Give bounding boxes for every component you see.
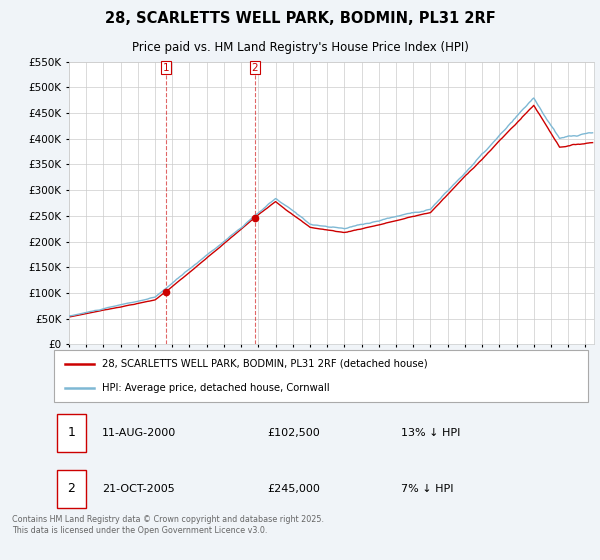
Text: £102,500: £102,500 <box>268 428 320 437</box>
Text: 1: 1 <box>67 426 75 439</box>
Text: 11-AUG-2000: 11-AUG-2000 <box>102 428 176 437</box>
FancyBboxPatch shape <box>56 470 86 507</box>
FancyBboxPatch shape <box>56 414 86 451</box>
Text: 7% ↓ HPI: 7% ↓ HPI <box>401 484 454 493</box>
Text: 13% ↓ HPI: 13% ↓ HPI <box>401 428 460 437</box>
Text: HPI: Average price, detached house, Cornwall: HPI: Average price, detached house, Corn… <box>102 382 329 393</box>
Text: 21-OCT-2005: 21-OCT-2005 <box>102 484 175 493</box>
Text: 2: 2 <box>67 482 75 495</box>
Text: £245,000: £245,000 <box>268 484 320 493</box>
Text: 1: 1 <box>163 63 169 73</box>
Text: 2: 2 <box>251 63 258 73</box>
Text: 28, SCARLETTS WELL PARK, BODMIN, PL31 2RF (detached house): 28, SCARLETTS WELL PARK, BODMIN, PL31 2R… <box>102 359 428 369</box>
Text: Contains HM Land Registry data © Crown copyright and database right 2025.
This d: Contains HM Land Registry data © Crown c… <box>12 515 324 535</box>
Text: Price paid vs. HM Land Registry's House Price Index (HPI): Price paid vs. HM Land Registry's House … <box>131 41 469 54</box>
Text: 28, SCARLETTS WELL PARK, BODMIN, PL31 2RF: 28, SCARLETTS WELL PARK, BODMIN, PL31 2R… <box>104 11 496 26</box>
FancyBboxPatch shape <box>54 350 588 402</box>
